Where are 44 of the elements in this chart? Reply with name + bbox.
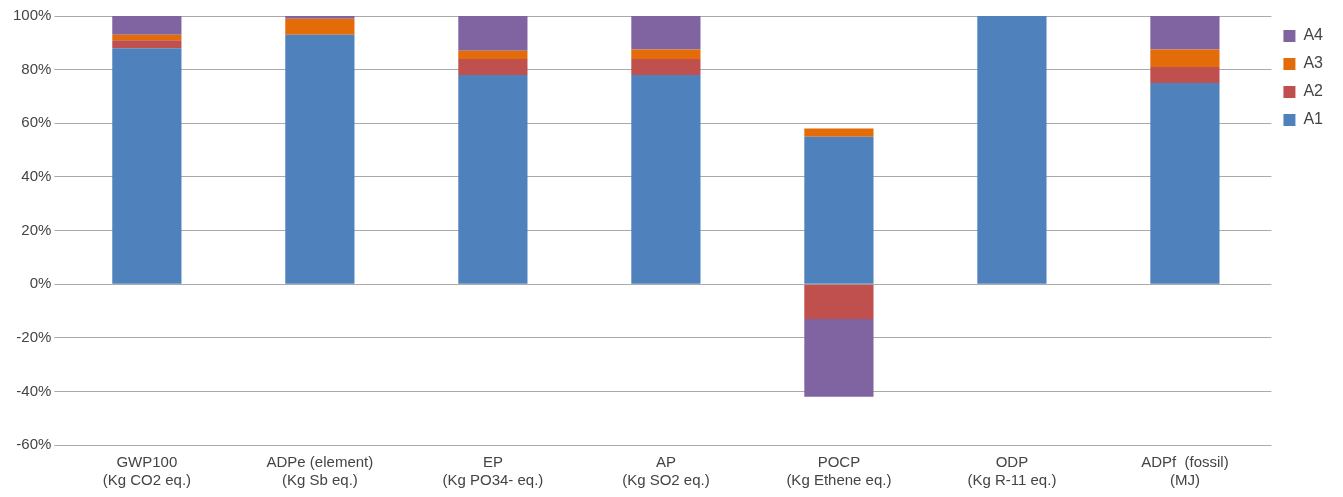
legend-label: A4: [1303, 26, 1324, 44]
bar: [631, 16, 701, 50]
bar: [804, 318, 874, 397]
bar: [631, 49, 701, 59]
bar: [112, 48, 182, 284]
y-tick-label: 80%: [21, 59, 52, 77]
bar: [458, 74, 528, 284]
bar: [458, 16, 528, 51]
y-tick-label: 40%: [21, 167, 52, 185]
y-tick-label: 0%: [29, 274, 52, 292]
legend-label: A2: [1303, 82, 1324, 100]
bar: [1150, 49, 1220, 67]
x-tick-label: EP (Kg PO34- eq.): [442, 453, 544, 489]
x-tick-label: ADPf (fossil) (MJ): [1141, 453, 1229, 489]
bar: [112, 16, 182, 35]
bar: [1150, 16, 1220, 50]
x-tick-label: ODP (Kg R-11 eq.): [967, 453, 1057, 489]
y-tick-label: -20%: [16, 327, 52, 345]
legend-label: A3: [1303, 54, 1324, 72]
bar: [631, 74, 701, 284]
bar: [285, 16, 355, 19]
y-tick-label: 100%: [12, 6, 52, 24]
y-tick-label: -40%: [16, 381, 52, 399]
y-tick-label: -60%: [16, 435, 52, 453]
bar: [112, 40, 182, 49]
y-tick-label: 20%: [21, 220, 52, 238]
bar: [804, 136, 874, 284]
x-tick-label: GWP100 (Kg CO2 eq.): [102, 453, 192, 489]
bar: [285, 34, 355, 284]
legend-label: A1: [1303, 110, 1324, 128]
bar: [112, 34, 182, 41]
bar: [458, 58, 528, 75]
y-tick-label: 60%: [21, 113, 52, 131]
bar: [285, 18, 355, 35]
x-tick-label: AP (Kg SO2 eq.): [622, 453, 710, 489]
bar: [804, 128, 874, 137]
bar: [631, 58, 701, 75]
x-tick-label: POCP (Kg Ethene eq.): [786, 453, 892, 489]
bar: [458, 50, 528, 59]
bar: [804, 284, 874, 319]
bar: [977, 16, 1047, 284]
bar: [1150, 83, 1220, 284]
x-tick-label: ADPe (element) (Kg Sb eq.): [266, 453, 374, 489]
bar: [1150, 66, 1220, 84]
